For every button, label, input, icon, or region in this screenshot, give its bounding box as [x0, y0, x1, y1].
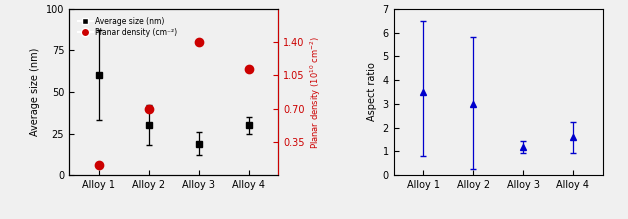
Legend: Average size (nm), Planar density (cm⁻²): Average size (nm), Planar density (cm⁻²)	[77, 16, 178, 38]
Planar density (cm⁻²)	[145, 107, 153, 110]
Planar density (cm⁻²)	[95, 164, 103, 166]
Y-axis label: Planar density (10$^{10}$ cm$^{-2}$): Planar density (10$^{10}$ cm$^{-2}$)	[309, 35, 323, 148]
Y-axis label: Aspect ratio: Aspect ratio	[367, 63, 377, 121]
Planar density (cm⁻²)	[195, 41, 202, 43]
Line: Planar density (cm⁻²): Planar density (cm⁻²)	[95, 38, 252, 169]
Y-axis label: Average size (nm): Average size (nm)	[30, 48, 40, 136]
Planar density (cm⁻²)	[245, 67, 252, 70]
